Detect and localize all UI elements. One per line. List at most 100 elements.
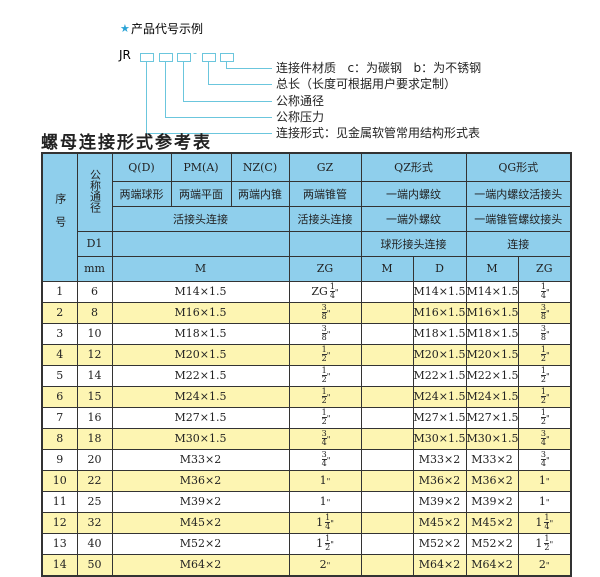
cell-qzm (360, 469, 414, 492)
table-title: 螺母连接形式参考表 (41, 133, 212, 153)
table-row: 14 50 M64×2 2" M64×2 M64×2 2" (41, 553, 572, 576)
cell-zg: 3 8 " (288, 322, 362, 345)
cell-no: 6 (41, 385, 78, 408)
cell-zg: 1" (288, 490, 362, 513)
label-connection: 连接形式：见金属软管常用结构形式表 (276, 126, 481, 140)
inch-size: 3 8 " (540, 303, 550, 321)
inch-size: 1 1 4 " (535, 513, 554, 531)
cell-qgm: M64×2 (465, 553, 519, 576)
cell-dn: 20 (76, 448, 113, 471)
cell-dn: 15 (76, 385, 113, 408)
inch-size: 1 1 2 " (535, 534, 554, 552)
cell-m: M52×2 (111, 532, 290, 555)
cell-zg: 1 1 2 " (288, 532, 362, 555)
header-gz-union: 活接头连接 (288, 205, 362, 232)
cell-no: 2 (41, 301, 78, 324)
cell-m: M24×1.5 (111, 385, 290, 408)
header-qz-desc2: 一端外螺纹 (360, 205, 467, 232)
cell-zg: 3 4 " (288, 427, 362, 450)
cell-no: 7 (41, 406, 78, 429)
header-m: M (111, 255, 290, 282)
cell-qzm (360, 448, 414, 471)
header-qz-desc3: 球形接头连接 (360, 230, 467, 257)
cell-qgzg: 1" (517, 469, 572, 492)
cell-dn: 18 (76, 427, 113, 450)
cell-zg: 1 2 " (288, 343, 362, 366)
star-icon: ★ (120, 22, 130, 35)
cell-qgzg: 1 2 " (517, 364, 572, 387)
cell-m: M14×1.5 (111, 280, 290, 303)
cell-m: M36×2 (111, 469, 290, 492)
label-pressure: 公称压力 (276, 110, 325, 124)
cell-qgzg: 3 8 " (517, 322, 572, 345)
inch-size: 1" (538, 495, 550, 508)
cell-no: 12 (41, 511, 78, 534)
header-qg-zg: ZG (517, 255, 572, 282)
cell-qgm: M18×1.5 (465, 322, 519, 345)
header-d1: D1 (76, 230, 113, 257)
inch-size: 1 2 " (540, 408, 550, 426)
cell-no: 4 (41, 343, 78, 366)
table-row: 1 6 M14×1.5 ZG 1 4 " M14×1.5 M14×1.5 1 4 " (41, 280, 572, 303)
cell-qzm (360, 343, 414, 366)
inch-size: 1" (319, 474, 331, 487)
cell-qgzg: 2" (517, 553, 572, 576)
inch-size: 1 2 " (321, 366, 331, 384)
cell-qzm (360, 301, 414, 324)
cell-dn: 16 (76, 406, 113, 429)
header-qg-m: M (465, 255, 519, 282)
cell-qzm (360, 364, 414, 387)
table-row: 6 15 M24×1.5 1 2 " M24×1.5 M24×1.5 1 2 " (41, 385, 572, 408)
cell-m: M64×2 (111, 553, 290, 576)
cell-zg: 2" (288, 553, 362, 576)
header-seq: 序号 (41, 152, 78, 282)
cell-qgm: M27×1.5 (465, 406, 519, 429)
label-material: 连接件材质 c：为碳钢 b：为不锈钢 (276, 61, 482, 75)
inch-size: ZG 1 4 " (311, 282, 339, 300)
inch-size: 3 8 " (321, 303, 331, 321)
cell-qgzg: 1" (517, 490, 572, 513)
cell-no: 14 (41, 553, 78, 576)
inch-size: 3 4 " (321, 450, 331, 468)
cell-qgm: M52×2 (465, 532, 519, 555)
cell-qzm (360, 532, 414, 555)
table-row: 4 12 M20×1.5 1 2 " M20×1.5 M20×1.5 1 2 " (41, 343, 572, 366)
header-mm: mm (76, 255, 113, 282)
cell-qzd: M14×1.5 (412, 280, 467, 303)
cell-zg: 3 4 " (288, 448, 362, 471)
cell-m: M16×1.5 (111, 301, 290, 324)
table-row: 7 16 M27×1.5 1 2 " M27×1.5 M27×1.5 1 2 " (41, 406, 572, 429)
cell-qgm: M14×1.5 (465, 280, 519, 303)
header-qz: QZ形式 (360, 152, 467, 182)
inch-size: 1 1 2 " (316, 534, 334, 552)
table-row: 2 8 M16×1.5 3 8 " M16×1.5 M16×1.5 3 8 " (41, 301, 572, 324)
cell-no: 10 (41, 469, 78, 492)
cell-qgm: M36×2 (465, 469, 519, 492)
cell-qgm: M22×1.5 (465, 364, 519, 387)
cell-no: 13 (41, 532, 78, 555)
cell-qgm: M33×2 (465, 448, 519, 471)
cell-dn: 22 (76, 469, 113, 492)
code-box-2 (159, 53, 173, 62)
cell-dn: 14 (76, 364, 113, 387)
cell-dn: 12 (76, 343, 113, 366)
cell-qgzg: 1 2 " (517, 343, 572, 366)
cell-qzm (360, 511, 414, 534)
code-box-4 (202, 53, 216, 62)
inch-size: 1 2 " (321, 387, 331, 405)
code-box-1 (140, 53, 154, 62)
inch-size: 1" (319, 495, 331, 508)
header-qg: QG形式 (465, 152, 572, 182)
table-row: 13 40 M52×2 1 1 2 " M52×2 M52×2 1 1 2 " (41, 532, 572, 555)
cell-qzm (360, 490, 414, 513)
cell-qgzg: 3 4 " (517, 448, 572, 471)
cell-qzm (360, 280, 414, 303)
inch-size: 2" (319, 558, 331, 571)
inch-size: 3 4 " (540, 450, 550, 468)
header-qz-m: M (360, 255, 414, 282)
cell-qgm: M30×1.5 (465, 427, 519, 450)
cell-qzm (360, 406, 414, 429)
cell-qzd: M27×1.5 (412, 406, 467, 429)
header-gz: GZ (288, 152, 362, 182)
table-row: 11 25 M39×2 1" M39×2 M39×2 1" (41, 490, 572, 513)
